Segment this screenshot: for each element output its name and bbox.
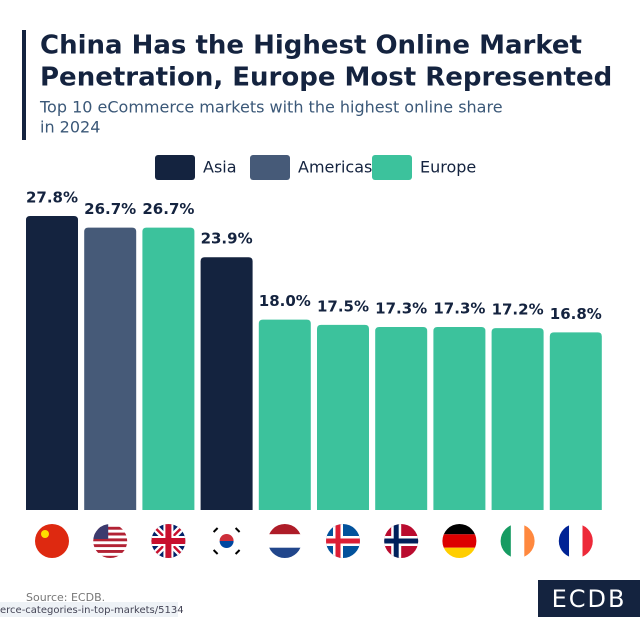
chart-subtitle: Top 10 eCommerce markets with the highes… xyxy=(39,98,503,117)
legend-label: Asia xyxy=(203,158,237,177)
flag-part xyxy=(267,524,302,535)
flag xyxy=(90,521,130,558)
source: Source: ECDB. xyxy=(26,591,105,604)
bar xyxy=(491,328,544,510)
bar xyxy=(549,332,602,510)
flag-part xyxy=(582,524,593,558)
legend-swatch xyxy=(250,155,290,180)
flag-part xyxy=(212,549,219,555)
flag xyxy=(442,524,477,558)
bar xyxy=(317,324,369,510)
flag xyxy=(151,524,186,558)
flag-part xyxy=(234,527,241,533)
flag-part xyxy=(219,541,234,548)
flag-part xyxy=(234,549,241,555)
value-label: 27.8% xyxy=(26,189,78,207)
flag-part xyxy=(569,524,583,558)
value-label: 18.0% xyxy=(259,292,311,310)
flag-part xyxy=(442,524,477,535)
flag-part xyxy=(384,538,419,544)
chart-subtitle: in 2024 xyxy=(40,118,100,137)
flag xyxy=(209,524,244,558)
flag-part xyxy=(500,524,511,558)
flag-part xyxy=(93,538,128,542)
title-accent xyxy=(22,30,26,140)
flag-part xyxy=(510,524,525,558)
legend-label: Americas xyxy=(298,158,372,177)
value-label: 26.7% xyxy=(84,200,136,218)
flag xyxy=(558,524,593,558)
chart-title: China Has the Highest Online Market xyxy=(40,31,582,61)
flag xyxy=(35,524,69,558)
value-label: 23.9% xyxy=(201,230,253,248)
bar xyxy=(26,216,78,510)
legend-swatch xyxy=(155,155,195,180)
bar xyxy=(433,327,486,510)
value-label: 17.5% xyxy=(317,297,369,315)
flag-part xyxy=(35,524,69,558)
flag-part xyxy=(212,527,219,533)
bar xyxy=(84,227,137,510)
flag-part xyxy=(93,544,128,548)
flag-part xyxy=(393,524,399,558)
logo-box xyxy=(538,580,640,617)
flag-part xyxy=(93,555,128,558)
value-label: 16.8% xyxy=(550,305,602,323)
legend-label: Europe xyxy=(420,158,476,177)
url: erce-categories-in-top-markets/5134 xyxy=(0,605,184,616)
flag-part xyxy=(558,524,570,558)
flag-part xyxy=(219,534,234,541)
bar xyxy=(375,327,428,510)
flag xyxy=(384,524,419,558)
flag-part xyxy=(93,550,128,553)
flag-part xyxy=(524,524,535,558)
flag xyxy=(326,524,360,558)
flag-part xyxy=(335,524,341,558)
flag-part xyxy=(442,547,477,558)
flag-part xyxy=(165,524,172,558)
value-label: 17.2% xyxy=(492,301,544,319)
flag-part xyxy=(93,524,109,539)
flag-part xyxy=(41,530,49,538)
flag-part xyxy=(90,521,130,524)
flag-part xyxy=(267,534,302,548)
legend-swatch xyxy=(372,155,412,180)
bar xyxy=(200,257,253,510)
flag-part xyxy=(326,538,360,544)
bar xyxy=(258,319,311,510)
flag-part xyxy=(442,534,477,548)
flag-part xyxy=(93,526,128,530)
value-label: 17.3% xyxy=(375,300,427,318)
value-label: 26.7% xyxy=(142,200,194,218)
value-label: 17.3% xyxy=(433,300,485,318)
flag xyxy=(500,524,535,558)
bar xyxy=(142,227,195,510)
url-box xyxy=(0,602,178,617)
chart-title: Penetration, Europe Most Represented xyxy=(40,63,612,93)
flag-part xyxy=(93,532,128,536)
flag-part xyxy=(267,547,302,558)
flag xyxy=(267,524,302,558)
logo: ECDB xyxy=(552,585,627,613)
